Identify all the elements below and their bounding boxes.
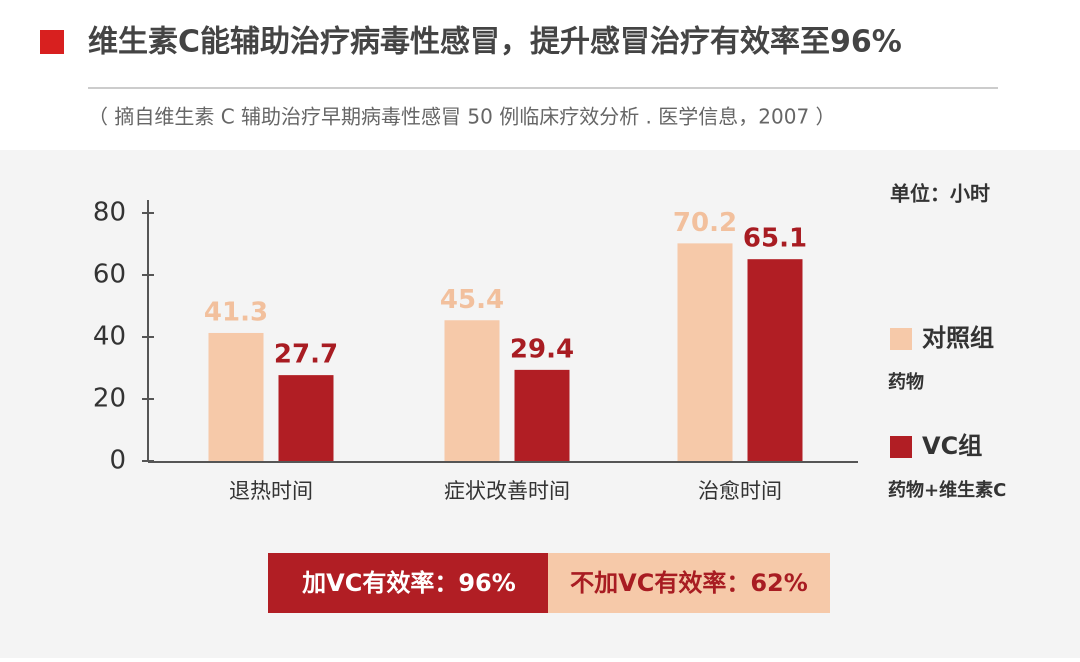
legend-label: 对照组 <box>922 324 994 352</box>
data-label: 70.2 <box>673 208 737 238</box>
legend-note: 药物+维生素C <box>888 479 1006 501</box>
bar <box>747 259 803 461</box>
y-tick-label: 0 <box>109 446 126 476</box>
legend-swatch <box>890 436 912 458</box>
footer-left-text: 加VC有效率：96% <box>302 569 516 597</box>
page-title: 维生素C能辅助治疗病毒性感冒，提升感冒治疗有效率至96% <box>88 25 902 60</box>
x-tick-label: 症状改善时间 <box>444 479 570 503</box>
y-tick-label: 60 <box>93 260 126 290</box>
bar <box>514 369 570 461</box>
bar <box>444 320 500 461</box>
x-tick-label: 退热时间 <box>229 479 313 503</box>
data-label: 29.4 <box>510 334 574 364</box>
footer-left-box <box>268 553 550 613</box>
y-tick-label: 40 <box>93 322 126 352</box>
data-label: 41.3 <box>204 297 268 327</box>
legend-label: VC组 <box>922 432 982 460</box>
y-tick-label: 80 <box>93 198 126 228</box>
footer-right-text: 不加VC有效率：62% <box>570 569 808 597</box>
data-label: 65.1 <box>743 224 807 254</box>
unit-label: 单位：小时 <box>890 182 990 206</box>
title-marker <box>40 30 64 54</box>
y-tick-label: 20 <box>93 384 126 414</box>
x-tick-label: 治愈时间 <box>698 479 782 503</box>
legend-note: 药物 <box>888 371 924 393</box>
data-label: 27.7 <box>274 340 338 370</box>
legend-swatch <box>890 328 912 350</box>
bar <box>208 332 264 461</box>
bar <box>278 375 334 461</box>
footer-banner: 加VC有效率：96% 不加VC有效率：62% <box>268 553 830 613</box>
data-label: 45.4 <box>440 285 504 315</box>
bar <box>677 243 733 461</box>
footer-right-box <box>548 553 830 613</box>
source-note: （ 摘自维生素 C 辅助治疗早期病毒性感冒 50 例临床疗效分析 . 医学信息，… <box>88 105 836 129</box>
